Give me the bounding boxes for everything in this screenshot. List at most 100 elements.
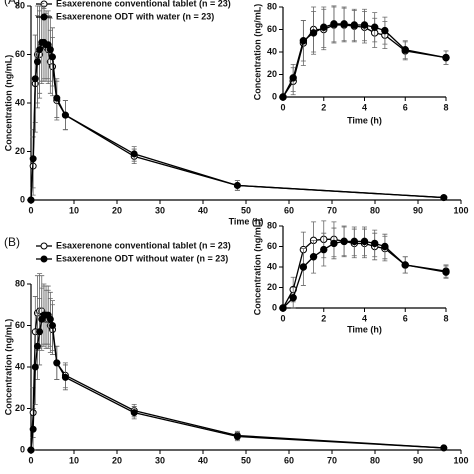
marker [381, 26, 389, 35]
marker [31, 363, 39, 371]
panel-label: (A) [4, 0, 20, 7]
marker [33, 58, 41, 66]
axes [30, 6, 461, 201]
marker [46, 46, 54, 54]
x-tick-label: 20 [112, 205, 122, 215]
marker [49, 322, 56, 329]
marker [370, 23, 379, 31]
marker [330, 20, 338, 28]
x-tick-label: 50 [241, 455, 251, 465]
x-tick-label: 50 [241, 205, 251, 215]
marker [442, 53, 450, 62]
marker [381, 242, 389, 251]
y-tick-label: 20 [267, 69, 277, 79]
marker [360, 237, 369, 246]
y-axis-title: Concentration (ng/mL) [252, 4, 262, 101]
marker [27, 446, 35, 454]
legend-label: Esaxerenone conventional tablet (n = 23) [56, 240, 231, 250]
marker [340, 20, 348, 28]
y-tick-label: 80 [15, 0, 25, 10]
x-tick-label: 6 [403, 102, 408, 112]
y-tick-label: 40 [15, 97, 25, 107]
marker [350, 21, 359, 29]
marker [36, 328, 44, 336]
panel-label: (B) [4, 235, 20, 249]
marker [401, 46, 409, 54]
x-tick-label: 100 [453, 205, 468, 215]
marker [27, 196, 35, 204]
marker [289, 294, 297, 302]
marker [350, 237, 359, 246]
y-tick-label: 40 [267, 46, 277, 56]
x-tick-label: 0 [280, 313, 285, 323]
marker [309, 253, 318, 261]
marker [320, 245, 328, 254]
marker [360, 21, 369, 29]
marker [33, 342, 41, 350]
y-tick-label: 60 [267, 24, 277, 34]
marker [61, 111, 69, 119]
y-tick-label: 60 [15, 320, 25, 330]
x-tick-label: 4 [362, 313, 367, 323]
x-tick-label: 4 [362, 102, 367, 112]
legend-marker [40, 255, 48, 263]
marker [29, 425, 37, 433]
marker [299, 37, 308, 45]
x-tick-label: 30 [155, 205, 165, 215]
y-tick-label: 40 [267, 261, 277, 271]
marker [130, 409, 138, 417]
x-tick-label: 8 [443, 313, 448, 323]
x-tick-label: 90 [413, 205, 423, 215]
y-tick-label: 20 [15, 146, 25, 156]
marker [130, 150, 138, 158]
y-tick-label: 40 [15, 361, 25, 371]
x-tick-label: 2 [321, 313, 326, 323]
marker [330, 239, 338, 248]
marker [233, 181, 241, 189]
x-tick-label: 40 [198, 455, 208, 465]
marker [31, 75, 39, 83]
y-tick-label: 80 [15, 278, 25, 288]
marker [370, 239, 379, 248]
marker [53, 94, 61, 102]
legend-marker [40, 242, 48, 250]
y-tick-label: 0 [272, 91, 277, 101]
y-axis-title: Concentration (ng/mL) [252, 219, 262, 316]
x-tick-label: 90 [413, 455, 423, 465]
x-tick-label: 20 [112, 455, 122, 465]
legend-label: Esaxerenone conventional tablet (n = 23) [56, 0, 231, 8]
legend-marker [40, 13, 48, 21]
marker [279, 304, 287, 312]
axes [30, 284, 461, 451]
marker [49, 53, 56, 61]
x-tick-label: 10 [69, 455, 79, 465]
x-axis-title: Time (h) [229, 216, 264, 226]
y-tick-label: 20 [267, 282, 277, 292]
legend-label: Esaxerenone ODT with water (n = 23) [56, 11, 214, 21]
marker [29, 155, 37, 163]
marker [36, 46, 44, 54]
x-tick-label: 60 [284, 205, 294, 215]
legend-label: Esaxerenone ODT without water (n = 23) [56, 253, 228, 263]
x-axis-title: Time (h) [347, 115, 382, 125]
marker [440, 194, 448, 202]
y-tick-label: 60 [267, 241, 277, 251]
marker [46, 315, 54, 323]
x-tick-label: 8 [443, 102, 448, 112]
y-tick-label: 80 [267, 220, 277, 230]
x-tick-label: 100 [453, 455, 468, 465]
series-line [30, 314, 444, 451]
y-tick-label: 0 [272, 302, 277, 312]
x-tick-label: 6 [403, 313, 408, 323]
x-tick-label: 30 [155, 455, 165, 465]
x-tick-label: 40 [198, 205, 208, 215]
marker [340, 237, 348, 246]
marker [233, 433, 241, 441]
y-tick-label: 0 [20, 444, 25, 454]
y-axis-title: Concentration (ng/mL) [3, 319, 13, 416]
x-tick-label: 60 [284, 455, 294, 465]
y-axis-title: Concentration (ng/mL) [3, 55, 13, 152]
x-tick-label: 0 [28, 455, 33, 465]
x-tick-label: 0 [280, 102, 285, 112]
